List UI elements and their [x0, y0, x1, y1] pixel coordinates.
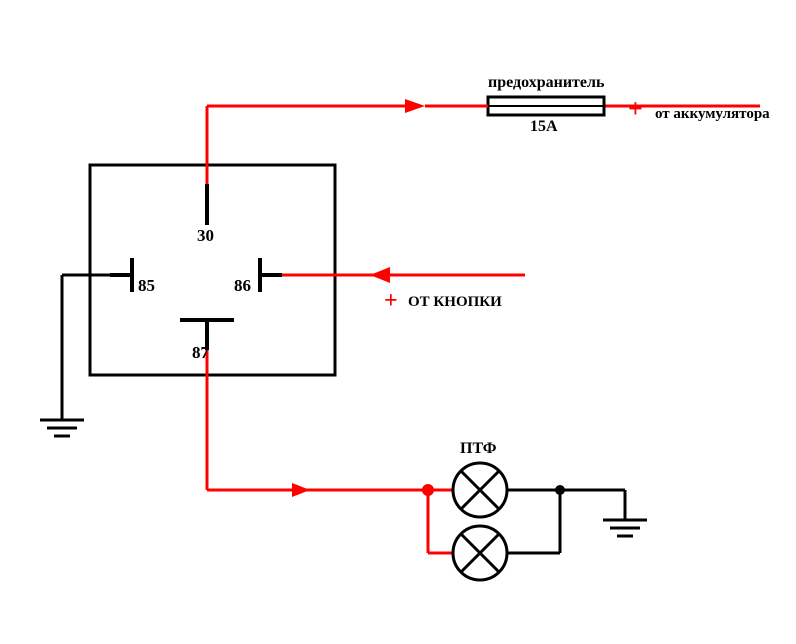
relay-box: [90, 165, 335, 375]
pin-87-label: 87: [192, 343, 209, 363]
battery-label: от аккумулятора: [655, 106, 770, 123]
circuit-canvas: предохранитель 15А + от аккумулятора + О…: [0, 0, 796, 644]
battery-plus: +: [628, 94, 643, 124]
button-label: ОТ КНОПКИ: [408, 294, 502, 311]
pin-86-label: 86: [234, 276, 251, 296]
fuse-label-bottom: 15А: [530, 118, 558, 136]
lamps-label: ПТФ: [460, 440, 497, 458]
button-plus: +: [384, 288, 398, 315]
fuse-label-top: предохранитель: [488, 74, 604, 92]
arrow-to-30: [405, 99, 425, 113]
pin-85-label: 85: [138, 276, 155, 296]
arrow-to-86: [370, 267, 390, 283]
pin-30-label: 30: [197, 226, 214, 246]
circuit-svg: [0, 0, 796, 644]
